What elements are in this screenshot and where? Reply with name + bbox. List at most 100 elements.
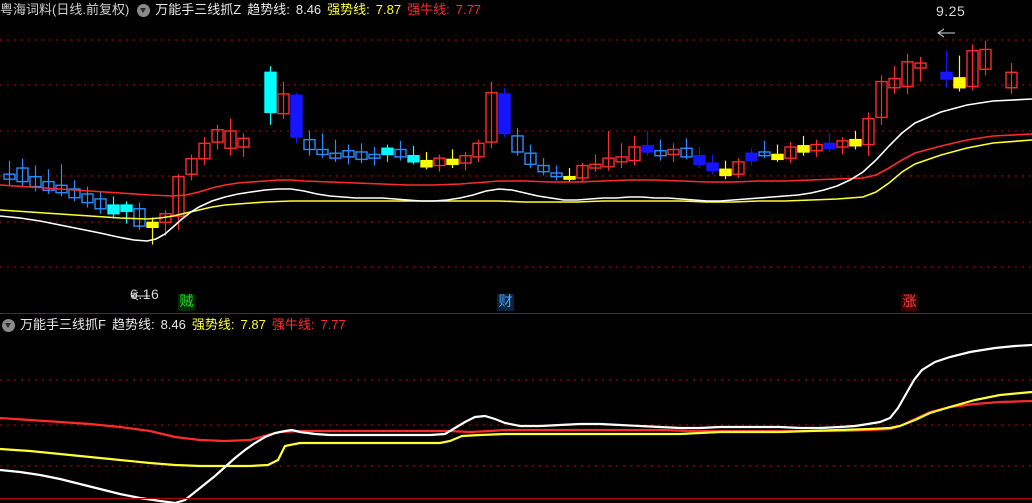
bull-line-value: 7.77 xyxy=(455,2,482,17)
candle-body xyxy=(433,157,446,167)
ma-trend-line xyxy=(0,98,1032,242)
panel-divider-bottom xyxy=(0,498,1032,499)
candle-body xyxy=(224,130,237,149)
indicator-name-sub[interactable]: 万能手三线抓F xyxy=(20,317,106,332)
main-panel-header: 粤海词料(日线.前复权) 万能手三线抓Z 趋势线: 8.46 强势线: 7.87… xyxy=(0,0,1032,20)
panel-divider-top xyxy=(0,313,1032,314)
candle-body xyxy=(758,151,771,157)
candle-body xyxy=(784,146,797,159)
gridlines xyxy=(0,39,1032,268)
candle-body xyxy=(654,150,667,157)
candle-body xyxy=(901,61,914,88)
candle-body xyxy=(472,142,485,158)
candle-body xyxy=(849,138,862,147)
candle-body xyxy=(394,148,407,158)
candle-body xyxy=(966,50,979,88)
candle-body xyxy=(875,80,888,119)
candle-body xyxy=(953,77,966,89)
candle-body xyxy=(81,193,94,204)
candle-body xyxy=(133,208,146,227)
candle-body xyxy=(563,175,576,180)
candle-body xyxy=(3,173,16,180)
high-price-arrow xyxy=(937,28,955,38)
candle-body xyxy=(615,156,628,163)
candle-body xyxy=(185,158,198,175)
candle-body xyxy=(107,204,120,215)
bull-line-label: 强牛线: xyxy=(407,2,450,17)
candle-body xyxy=(316,148,329,156)
candle-body xyxy=(264,71,277,114)
candle-body xyxy=(290,94,303,138)
sub-strong-line-value: 7.87 xyxy=(240,317,266,332)
symbol-title[interactable]: 粤海词料(日线.前复权) xyxy=(0,2,130,17)
sub-trend-line-value: 8.46 xyxy=(160,317,186,332)
candle-body xyxy=(940,71,953,80)
candle-body xyxy=(407,154,420,163)
seal-marker-green: 贼 xyxy=(178,294,195,311)
candle-body xyxy=(706,162,719,172)
candle-body xyxy=(1005,71,1018,89)
sub-ma-trend-line xyxy=(0,343,1032,503)
candle-body xyxy=(732,161,745,175)
candle-body xyxy=(237,137,250,148)
trend-line-label: 趋势线: xyxy=(247,2,290,17)
strong-line-value: 7.87 xyxy=(375,2,402,17)
candle-body xyxy=(667,148,680,156)
candle-body xyxy=(511,135,524,153)
candle-body xyxy=(368,153,381,159)
candle-body xyxy=(355,151,368,161)
candle-body xyxy=(329,152,342,159)
candle-body xyxy=(823,142,836,149)
candle-body xyxy=(888,77,901,89)
sub-ma-strong-line xyxy=(0,390,1032,468)
sub-bull-line-label: 强牛线: xyxy=(271,317,315,332)
candle-body xyxy=(498,93,511,135)
candle-body xyxy=(550,172,563,178)
candle-body xyxy=(628,146,641,162)
candle-body xyxy=(537,164,550,173)
candle-body xyxy=(459,154,472,164)
candle-body xyxy=(16,167,29,183)
candle-body xyxy=(719,168,732,177)
sub-trend-line-label: 趋势线: xyxy=(111,317,155,332)
ma-strong-line xyxy=(0,139,1032,220)
indicator-chart-svg xyxy=(0,343,1032,503)
candle-body xyxy=(680,147,693,158)
seal-marker-blue: 财 xyxy=(497,294,514,311)
candle-body xyxy=(146,221,159,229)
candle-body xyxy=(745,152,758,162)
candle-body xyxy=(342,150,355,158)
ma-bull-line xyxy=(0,133,1032,197)
candle-body xyxy=(641,145,654,153)
candle-body xyxy=(485,91,498,143)
sub-strong-line-label: 强势线: xyxy=(191,317,235,332)
candle-body xyxy=(68,188,81,199)
candle-body xyxy=(94,198,107,210)
indicator-panel[interactable] xyxy=(0,336,1032,503)
sub-bull-line-value: 7.77 xyxy=(320,317,346,332)
candle-body xyxy=(589,163,602,169)
strong-line-label: 强势线: xyxy=(327,2,370,17)
price-chart-panel[interactable] xyxy=(0,20,1032,313)
sub-panel-header: 万能手三线抓F 趋势线: 8.46 强势线: 7.87 强牛线: 7.77 xyxy=(0,315,1032,335)
high-price-label: 9.25 xyxy=(936,3,966,19)
low-price-arrow xyxy=(131,291,150,301)
candle-body xyxy=(29,175,42,188)
candle-body xyxy=(810,143,823,152)
price-chart-svg xyxy=(0,28,1032,301)
seal-marker-red: 涨 xyxy=(901,294,918,311)
indicator-name-main[interactable]: 万能手三线抓Z xyxy=(155,2,242,17)
candle-body xyxy=(303,138,316,151)
candle-body xyxy=(198,142,211,160)
candle-body xyxy=(693,154,706,166)
candle-body xyxy=(771,153,784,161)
candle-body xyxy=(420,159,433,168)
candle-body xyxy=(862,117,875,146)
candle-body xyxy=(524,152,537,166)
candle-body xyxy=(446,158,459,166)
candlestick-series xyxy=(3,40,1018,245)
chevron-down-circle-icon[interactable] xyxy=(137,3,151,17)
chevron-down-circle-icon[interactable] xyxy=(2,318,15,332)
candle-body xyxy=(277,93,290,115)
